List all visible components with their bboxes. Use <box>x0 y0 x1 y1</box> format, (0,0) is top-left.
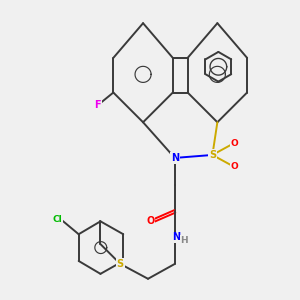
Text: F: F <box>94 100 101 110</box>
Text: N: N <box>172 232 180 242</box>
Text: S: S <box>209 150 216 160</box>
Text: Cl: Cl <box>53 215 63 224</box>
Text: N: N <box>171 153 179 163</box>
Text: H: H <box>181 236 188 245</box>
Text: S: S <box>117 259 124 269</box>
Text: O: O <box>230 162 238 171</box>
Text: O: O <box>230 139 238 148</box>
Text: O: O <box>146 216 154 226</box>
